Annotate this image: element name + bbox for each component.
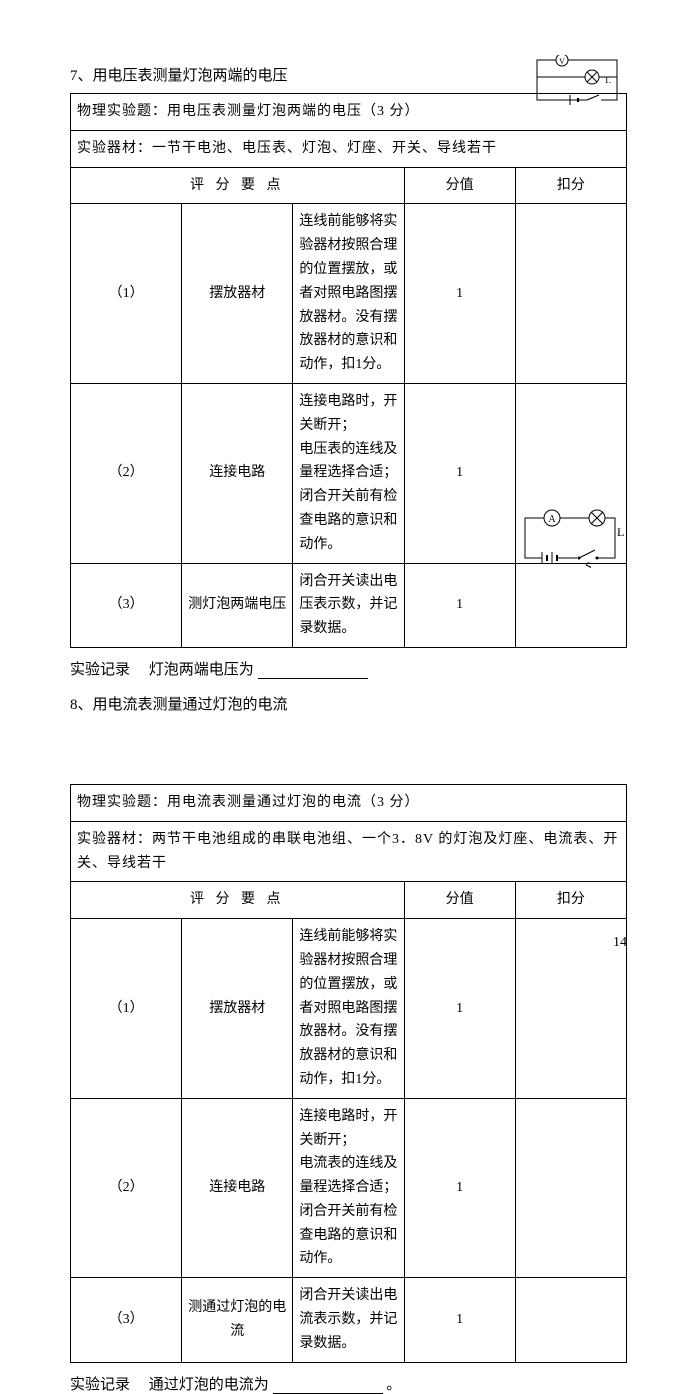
page-number: 14 (613, 935, 627, 951)
section8-materials: 实验器材：两节干电池组成的串联电池组、一个3．8V 的灯泡及灯座、电流表、开关、… (71, 821, 627, 882)
row-score: 1 (404, 919, 515, 1099)
row-name: 连接电路 (182, 1098, 293, 1278)
table-row: （1） 摆放器材 连线前能够将实验器材按照合理的位置摆放，或者对照电路图摆放器材… (71, 204, 627, 384)
row-name: 测灯泡两端电压 (182, 563, 293, 647)
diagram-ammeter-circuit: A L S (517, 508, 627, 568)
row-deduct (515, 919, 626, 1099)
row-deduct (515, 1098, 626, 1278)
spacer (70, 722, 627, 778)
row-score: 1 (404, 1098, 515, 1278)
diagram-label-a: A (548, 514, 556, 525)
row-idx: （1） (71, 204, 182, 384)
record-text: 通过灯泡的电流为 (149, 1377, 269, 1393)
row-idx: （3） (71, 563, 182, 647)
diagram-label-s: S (585, 559, 592, 568)
row-deduct (515, 563, 626, 647)
table-row: （3） 测灯泡两端电压 闭合开关读出电压表示数，并记录数据。 1 (71, 563, 627, 647)
row-deduct (515, 1278, 626, 1362)
diagram-label-t: T. (604, 75, 611, 85)
section8-heading: 8、用电流表测量通过灯泡的电流 (70, 693, 627, 714)
record-label: 实验记录 (70, 1377, 130, 1393)
score-header: 分值 (404, 882, 515, 919)
row-score: 1 (404, 383, 515, 563)
section8-table: 物理实验题：用电流表测量通过灯泡的电流（3 分） 实验器材：两节干电池组成的串联… (70, 784, 627, 1363)
row-desc: 闭合开关读出电流表示数，并记录数据。 (293, 1278, 404, 1362)
page: V T. 7、用电压表测量灯泡两端的电压 物理实验题：用电压表测量灯泡两端的电压… (0, 0, 687, 971)
row-score: 1 (404, 1278, 515, 1362)
row-deduct (515, 204, 626, 384)
row-desc: 闭合开关读出电压表示数，并记录数据。 (293, 563, 404, 647)
table-row: （1） 摆放器材 连线前能够将实验器材按照合理的位置摆放，或者对照电路图摆放器材… (71, 919, 627, 1099)
table-row: （3） 测通过灯泡的电流 闭合开关读出电流表示数，并记录数据。 1 (71, 1278, 627, 1362)
row-desc: 连线前能够将实验器材按照合理的位置摆放，或者对照电路图摆放器材。没有摆放器材的意… (293, 919, 404, 1099)
criteria-header: 评 分 要 点 (71, 882, 405, 919)
record-suffix: 。 (386, 1377, 401, 1393)
diagram-voltmeter-circuit: V T. (532, 55, 627, 113)
criteria-header: 评 分 要 点 (71, 167, 405, 204)
row-desc: 连接电路时，开关断开； 电流表的连线及量程选择合适； 闭合开关前有检查电路的意识… (293, 1098, 404, 1278)
record-blank (258, 661, 368, 679)
svg-text:V: V (559, 57, 565, 66)
section8-record: 实验记录 通过灯泡的电流为 。 (70, 1373, 627, 1394)
score-header: 分值 (404, 167, 515, 204)
record-text: 灯泡两端电压为 (149, 662, 254, 678)
deduct-header: 扣分 (515, 882, 626, 919)
section7-materials: 实验器材：一节干电池、电压表、灯泡、灯座、开关、导线若干 (71, 130, 627, 167)
row-name: 摆放器材 (182, 919, 293, 1099)
row-idx: （3） (71, 1278, 182, 1362)
record-label: 实验记录 (70, 662, 130, 678)
row-name: 测通过灯泡的电流 (182, 1278, 293, 1362)
table-row: （2） 连接电路 连接电路时，开关断开； 电流表的连线及量程选择合适； 闭合开关… (71, 1098, 627, 1278)
row-desc: 连接电路时，开关断开； 电压表的连线及量程选择合适； 闭合开关前有检查电路的意识… (293, 383, 404, 563)
row-name: 连接电路 (182, 383, 293, 563)
diagram-label-l: L (617, 525, 624, 539)
row-name: 摆放器材 (182, 204, 293, 384)
section7-record: 实验记录 灯泡两端电压为 (70, 658, 627, 679)
row-idx: （2） (71, 383, 182, 563)
row-score: 1 (404, 204, 515, 384)
row-score: 1 (404, 563, 515, 647)
row-idx: （2） (71, 1098, 182, 1278)
row-idx: （1） (71, 919, 182, 1099)
record-blank (273, 1376, 383, 1394)
section8-title: 物理实验题：用电流表测量通过灯泡的电流（3 分） (71, 784, 627, 821)
deduct-header: 扣分 (515, 167, 626, 204)
row-desc: 连线前能够将实验器材按照合理的位置摆放，或者对照电路图摆放器材。没有摆放器材的意… (293, 204, 404, 384)
